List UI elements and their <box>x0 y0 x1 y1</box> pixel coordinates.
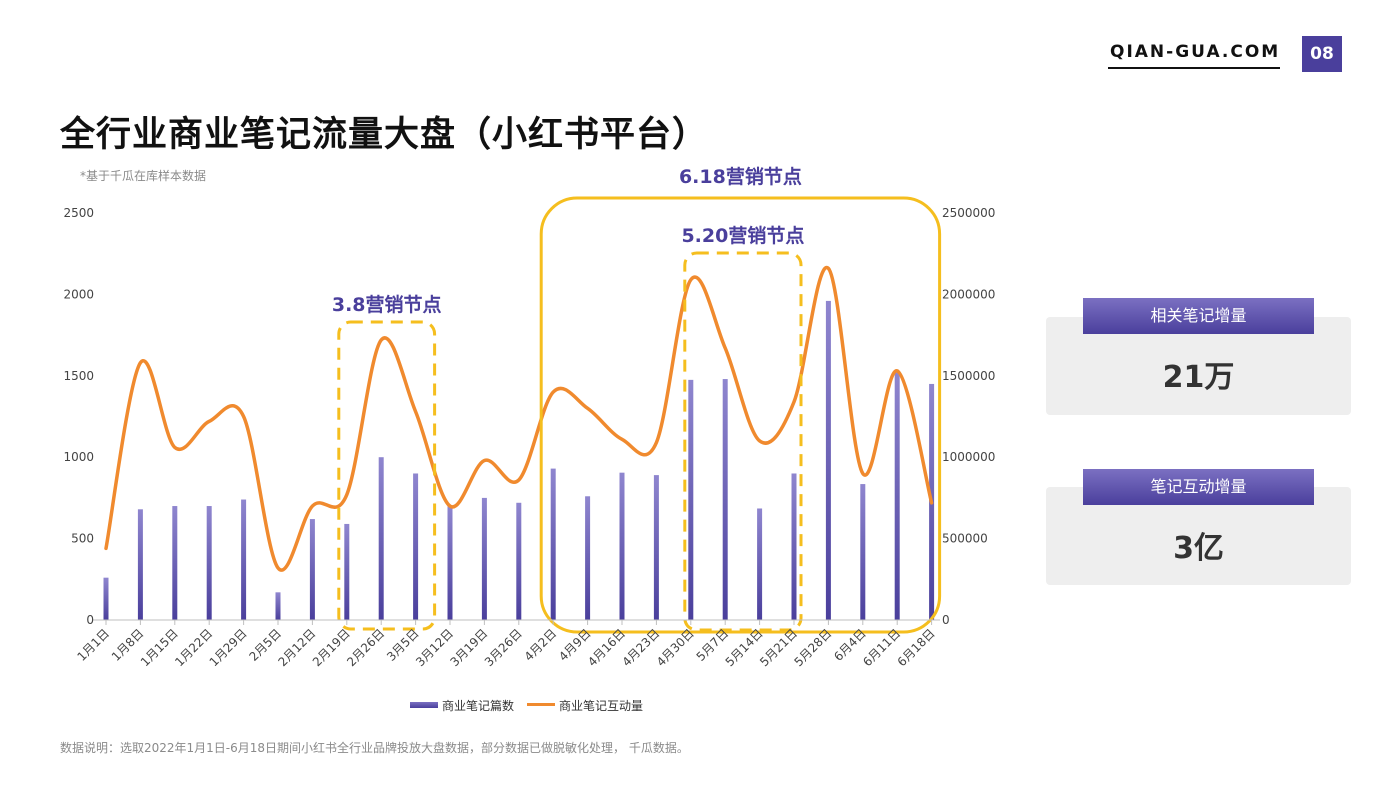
bar-3月26日 <box>516 502 522 620</box>
bar-2月19日 <box>344 523 350 620</box>
y-left-tick: 0 <box>86 613 94 627</box>
bar-5月7日 <box>722 379 728 620</box>
x-tick-label: 4月2日 <box>522 626 560 664</box>
page-number-badge: 08 <box>1302 36 1342 72</box>
bar-3月19日 <box>481 497 487 620</box>
y-left-tick: 2500 <box>63 206 94 220</box>
bar-4月2日 <box>550 468 556 620</box>
y-right-tick: 2000000 <box>942 287 995 301</box>
bar-2月12日 <box>309 519 315 620</box>
annotation-box-2 <box>683 251 803 632</box>
annotation-label-2: 5.20营销节点 <box>681 224 804 247</box>
notes-increase-label: 相关笔记增量 <box>1083 298 1314 334</box>
interaction-increase-value: 3亿 <box>1173 531 1224 566</box>
y-left-tick: 1500 <box>63 369 94 383</box>
brand-underline <box>1108 67 1280 69</box>
bar-4月23日 <box>653 475 659 620</box>
bar-1月8日 <box>137 509 143 620</box>
y-right-tick: 1500000 <box>942 369 995 383</box>
annotation-label-1: 6.18营销节点 <box>679 165 802 188</box>
y-right-tick: 0 <box>942 613 950 627</box>
interaction-increase-label: 笔记互动增量 <box>1083 469 1314 505</box>
bar-4月30日 <box>688 379 694 620</box>
legend-bar-label: 商业笔记篇数 <box>442 699 515 713</box>
bar-1月1日 <box>103 577 109 620</box>
y-left-tick: 2000 <box>63 287 94 301</box>
y-left-tick: 500 <box>71 532 94 546</box>
bar-6月11日 <box>894 372 900 620</box>
x-tick-label: 1月1日 <box>74 626 112 664</box>
page-title: 全行业商业笔记流量大盘（小红书平台） <box>60 115 709 155</box>
bar-1月22日 <box>206 506 212 620</box>
interaction-line <box>104 266 934 572</box>
brand-logo-text: QIAN-GUA.COM <box>1110 42 1281 62</box>
bar-4月16日 <box>619 472 625 620</box>
y-right-tick: 500000 <box>942 532 988 546</box>
legend-line-swatch <box>527 703 555 706</box>
bar-1月15日 <box>172 506 178 620</box>
data-footnote: 数据说明：选取2022年1月1日-6月18日期间小红书全行业品牌投放大盘数据，部… <box>60 741 689 755</box>
y-right-tick: 1000000 <box>942 450 995 464</box>
bar-5月14日 <box>757 508 763 620</box>
annotation-box-0 <box>337 320 437 631</box>
notes-increase-value: 21万 <box>1162 360 1235 395</box>
x-tick-label: 1月29日 <box>207 626 250 669</box>
bar-5月21日 <box>791 473 797 620</box>
legend-line-label: 商业笔记互动量 <box>559 699 644 713</box>
y-left-tick: 1000 <box>63 450 94 464</box>
bar-2月26日 <box>378 457 384 620</box>
y-right-tick: 2500000 <box>942 206 995 220</box>
bar-3月12日 <box>447 506 453 620</box>
x-tick-label: 3月26日 <box>482 626 525 669</box>
bar-3月5日 <box>413 473 419 620</box>
annotation-label-0: 3.8营销节点 <box>332 293 442 316</box>
legend-bar-swatch <box>410 702 438 708</box>
bar-4月9日 <box>585 496 591 620</box>
bar-2月5日 <box>275 592 281 620</box>
bar-1月29日 <box>241 499 247 620</box>
chart-subtitle: *基于千瓜在库样本数据 <box>80 169 207 183</box>
x-tick-label: 2月26日 <box>344 626 387 669</box>
bar-5月28日 <box>825 300 831 620</box>
annotation-box-1 <box>539 196 942 634</box>
bar-6月4日 <box>860 484 866 620</box>
